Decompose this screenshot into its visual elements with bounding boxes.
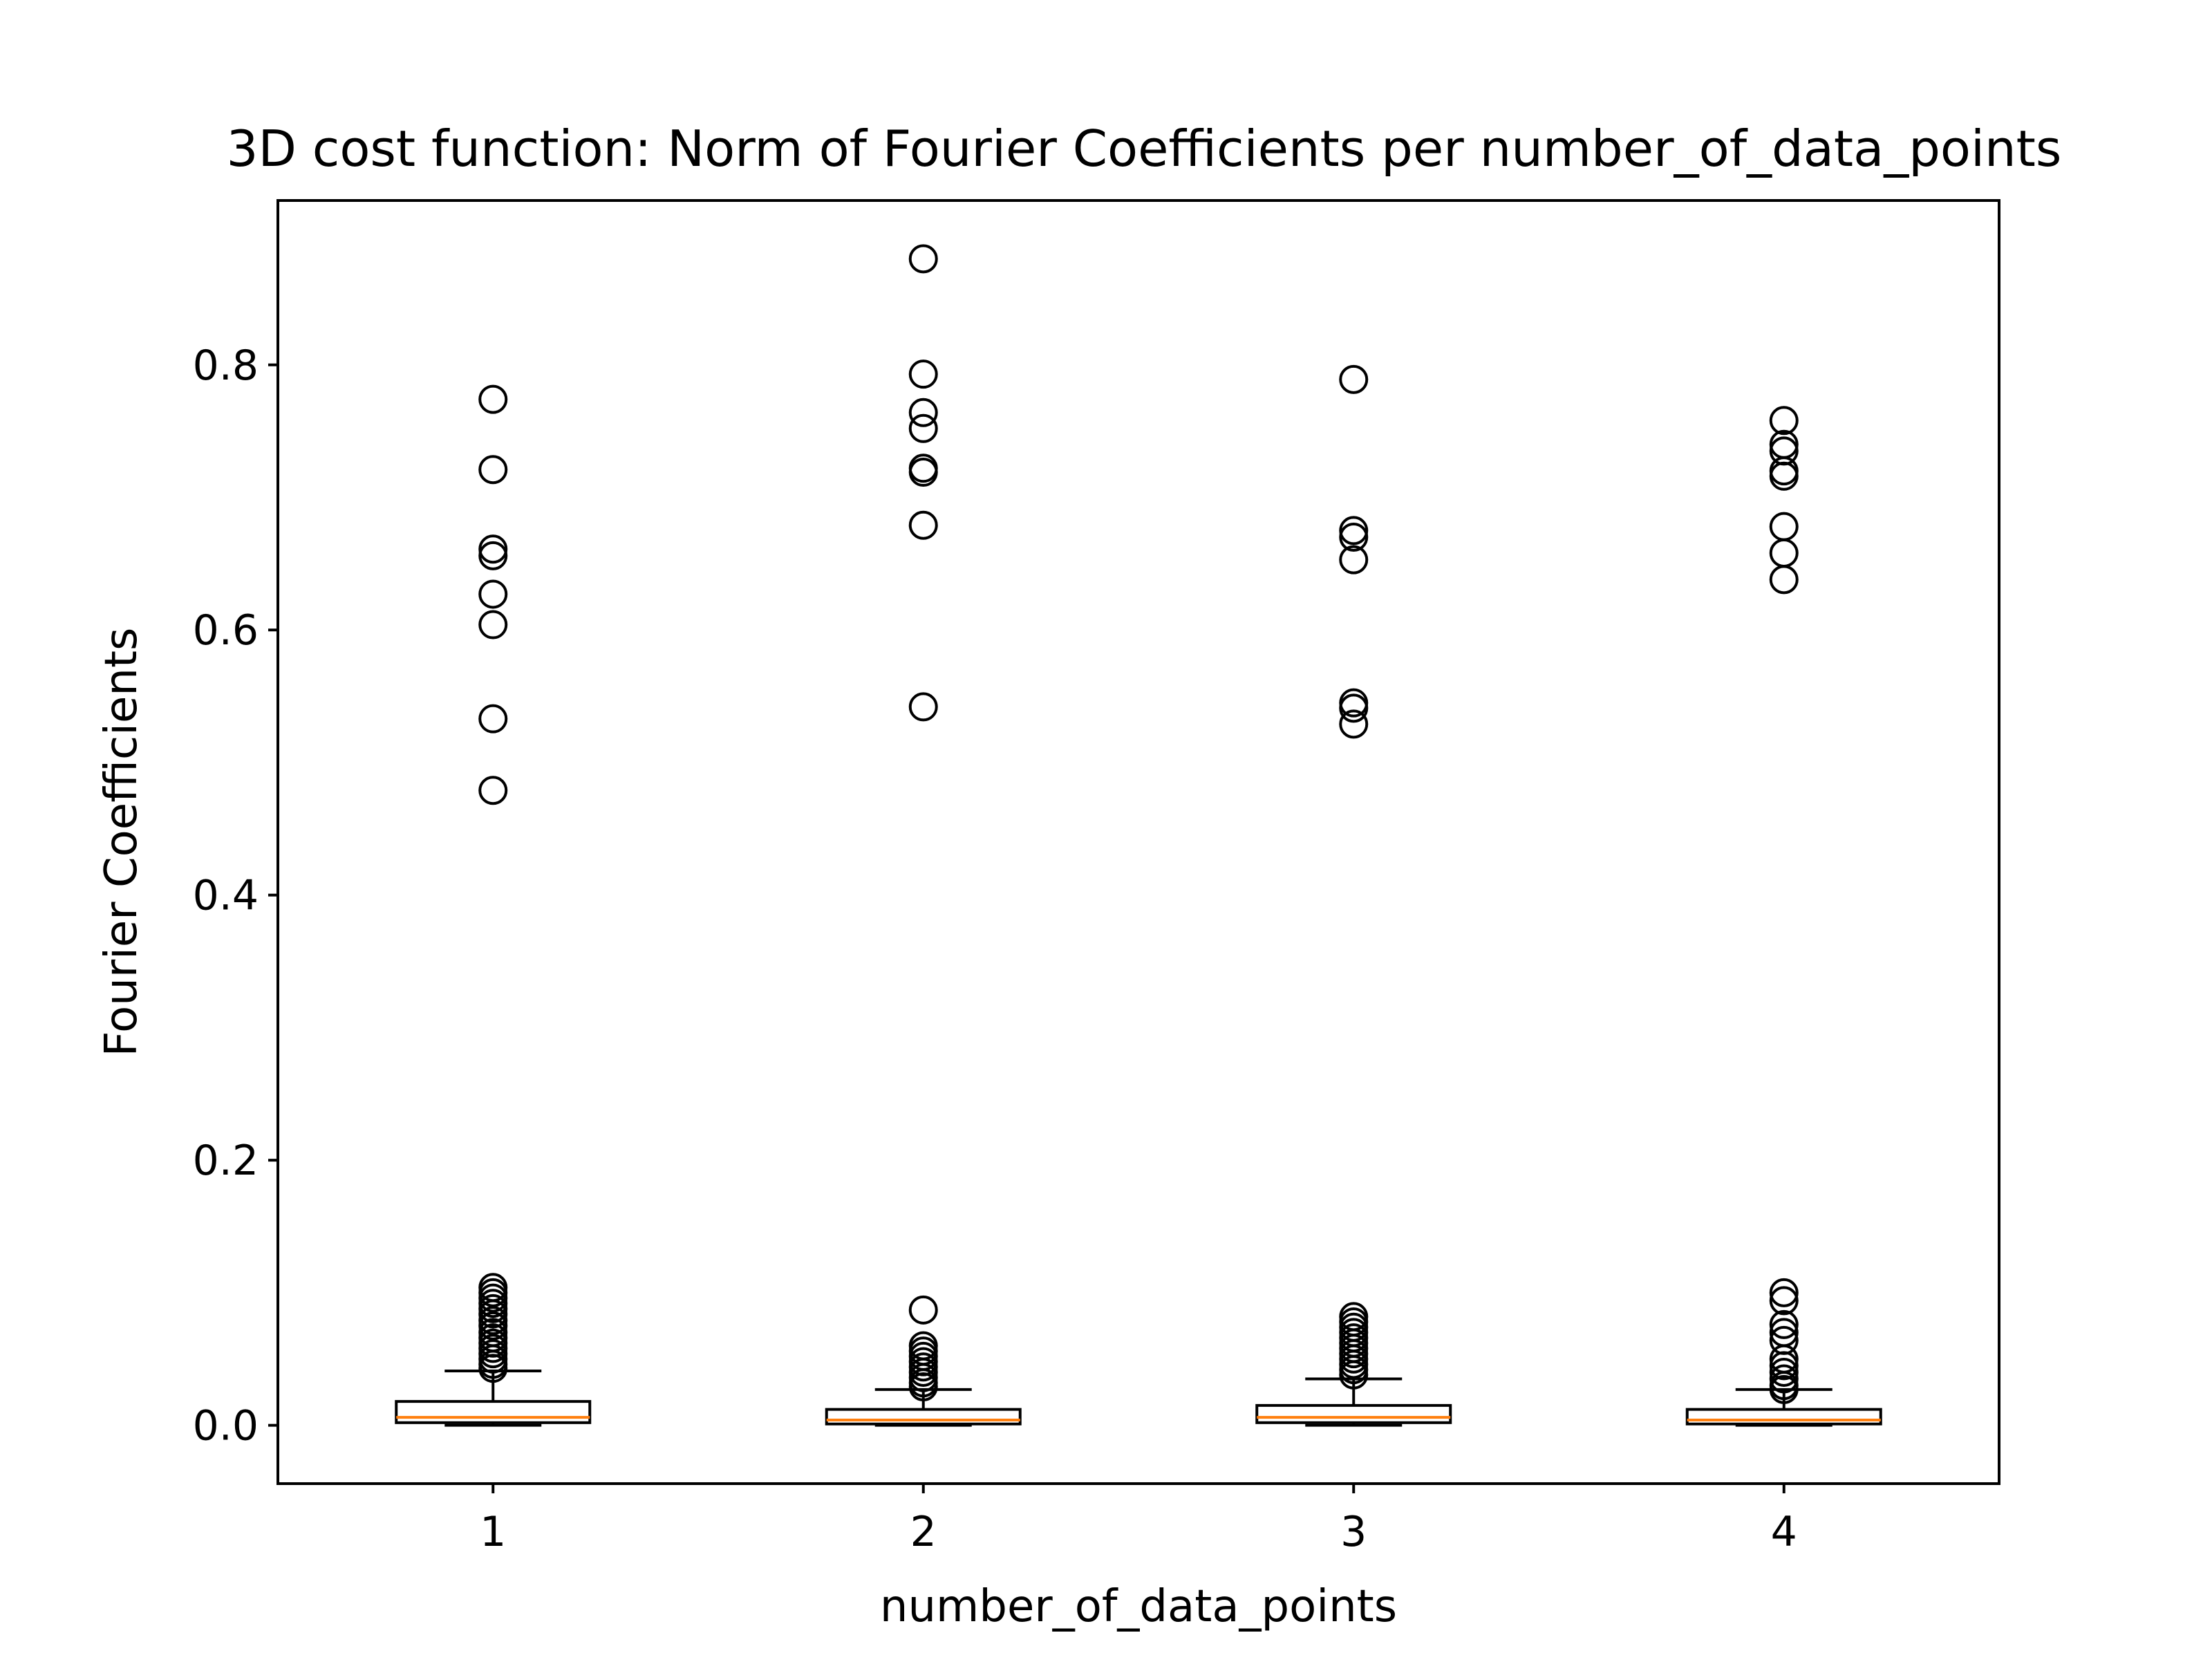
- x-tick-label: 3: [1340, 1508, 1367, 1556]
- axes-frame: [276, 199, 2000, 1485]
- x-axis-label: number_of_data_points: [880, 1581, 1397, 1632]
- box-body: [1685, 1408, 1882, 1426]
- y-axis-label: Fourier Coefficients: [96, 628, 147, 1057]
- flier-point: [1339, 516, 1369, 545]
- flier-point: [908, 244, 938, 274]
- flier-point: [908, 510, 938, 540]
- flier-point: [908, 1372, 938, 1402]
- box-group-4: [1685, 406, 1882, 1427]
- chart-title: 3D cost function: Norm of Fourier Coeffi…: [227, 120, 2062, 178]
- x-tick-label: 4: [1771, 1508, 1797, 1556]
- flier-point: [1769, 461, 1799, 491]
- flier-point: [478, 1354, 508, 1383]
- box-group-3: [1255, 364, 1452, 1427]
- flier-point: [1769, 1357, 1799, 1387]
- flier-point: [478, 455, 508, 485]
- y-tick-label: 0.2: [193, 1137, 259, 1185]
- flier-point: [478, 1311, 508, 1341]
- flier-point: [478, 384, 508, 414]
- x-tick-label: 1: [480, 1508, 506, 1556]
- flier-point: [1339, 523, 1369, 552]
- flier-point: [908, 413, 938, 443]
- flier-point: [1769, 565, 1799, 595]
- flier-point: [478, 610, 508, 639]
- box-body: [395, 1400, 592, 1424]
- box-group-2: [825, 244, 1022, 1427]
- flier-point: [478, 534, 508, 564]
- flier-point: [1339, 693, 1369, 723]
- flier-point: [1339, 1360, 1369, 1390]
- y-axis: 0.0 0.2 0.4 0.6 0.8: [193, 342, 278, 1450]
- flier-point: [478, 541, 508, 570]
- y-tick-label: 0.0: [193, 1402, 259, 1450]
- flier-point: [1339, 709, 1369, 739]
- flier-point: [908, 360, 938, 389]
- box-body: [1255, 1403, 1452, 1424]
- flier-point: [1769, 406, 1799, 436]
- box-group-1: [395, 384, 592, 1427]
- flier-point: [1339, 364, 1369, 394]
- flier-point: [1769, 1309, 1799, 1339]
- flier-point: [478, 704, 508, 734]
- flier-point: [1769, 1351, 1799, 1381]
- x-tick-label: 2: [910, 1508, 937, 1556]
- plot-area: [395, 244, 1882, 1427]
- x-axis: 1 2 3 4: [480, 1484, 1797, 1556]
- flier-point: [908, 692, 938, 722]
- flier-point: [908, 398, 938, 427]
- flier-point: [478, 579, 508, 609]
- flier-point: [1769, 1286, 1799, 1316]
- y-tick-label: 0.6: [193, 606, 259, 655]
- flier-point: [1769, 1364, 1799, 1394]
- y-tick-label: 0.8: [193, 342, 259, 390]
- flier-point: [478, 1299, 508, 1329]
- flier-point: [1769, 1374, 1799, 1404]
- flier-point: [1339, 545, 1369, 575]
- flier-point: [908, 458, 938, 487]
- flier-point: [908, 1295, 938, 1325]
- flier-point: [478, 776, 508, 805]
- box-body: [825, 1408, 1022, 1426]
- flier-point: [1769, 1278, 1799, 1307]
- y-tick-label: 0.4: [193, 872, 259, 920]
